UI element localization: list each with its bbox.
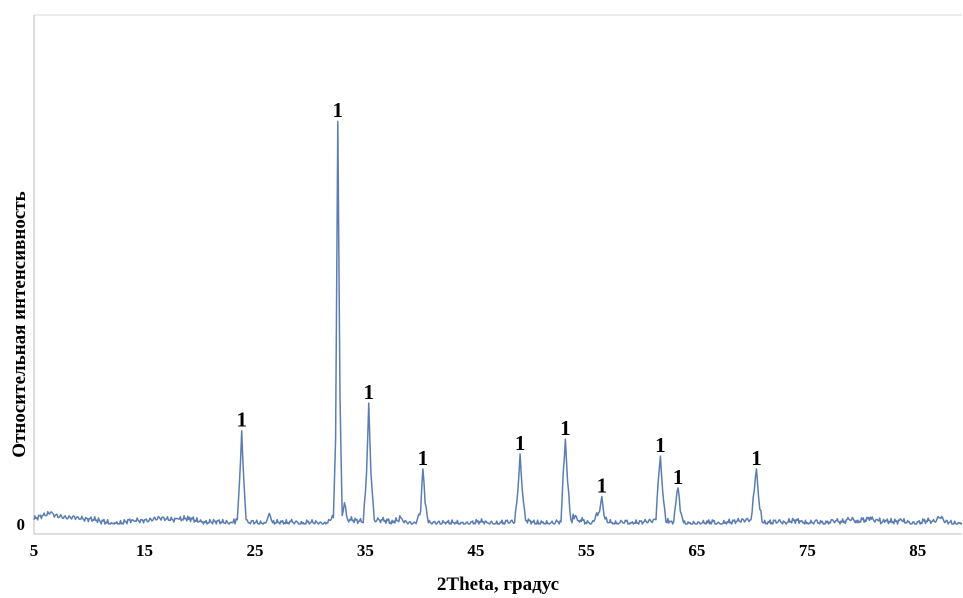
y-tick-labels: 0: [17, 515, 26, 534]
x-tick-label: 85: [909, 541, 926, 560]
x-tick-label: 45: [467, 541, 484, 560]
x-axis-title: 2Theta, градус: [437, 574, 559, 595]
peak-label: 1: [418, 446, 429, 470]
x-tick-label: 55: [578, 541, 595, 560]
peak-label: 1: [597, 473, 608, 497]
peak-label: 1: [751, 446, 762, 470]
peak-label: 1: [560, 416, 571, 440]
x-tick-label: 65: [688, 541, 705, 560]
plot-area: [33, 14, 962, 535]
x-tick-label: 35: [357, 541, 374, 560]
peak-label: 1: [333, 98, 344, 122]
x-tick-label: 75: [799, 541, 816, 560]
x-tick-label: 15: [136, 541, 153, 560]
y-tick-label: 0: [17, 515, 26, 534]
y-axis-title: Относительная интенсивность: [9, 191, 30, 457]
series-line-0: [33, 120, 963, 525]
x-tick-label: 25: [246, 541, 263, 560]
x-tick-labels: 5 15 25 35 45 55 65 75 85: [30, 541, 927, 560]
peak-label: 1: [236, 408, 247, 432]
peak-label: 1: [515, 431, 526, 455]
x-tick-label: 5: [30, 541, 39, 560]
series-layer: [33, 120, 963, 525]
peak-label: 1: [363, 380, 374, 404]
peak-label: 1: [655, 433, 666, 457]
peak-label: 1: [673, 465, 684, 489]
